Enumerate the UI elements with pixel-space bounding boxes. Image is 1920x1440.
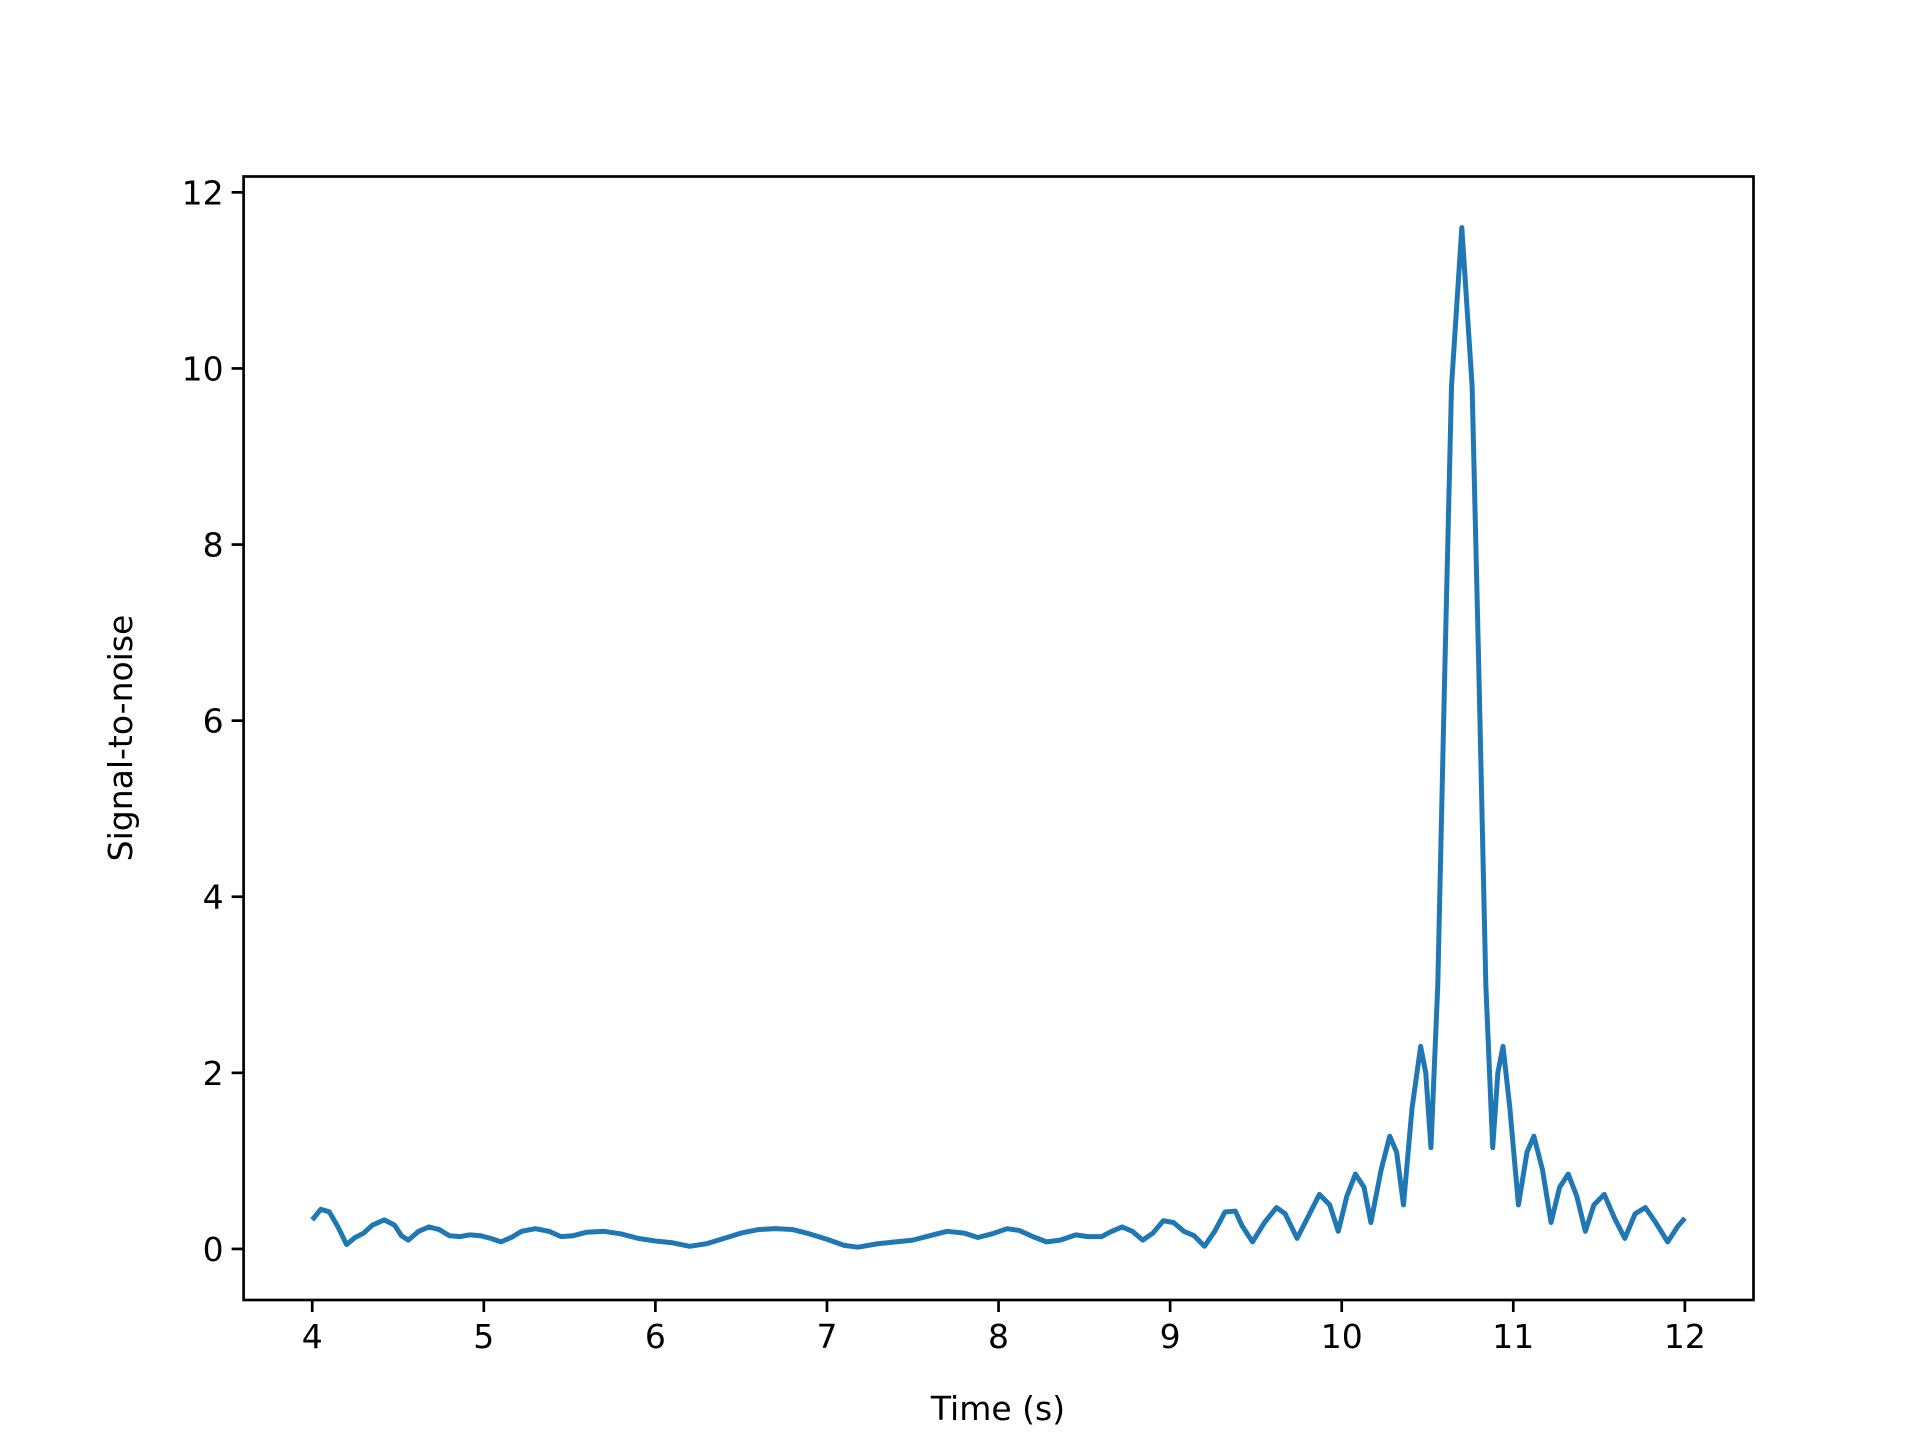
x-tick-label: 7 — [816, 1317, 837, 1356]
y-tick-label: 8 — [203, 526, 224, 565]
y-tick-label: 4 — [203, 878, 224, 917]
x-tick-label: 6 — [645, 1317, 666, 1356]
x-tick-label: 9 — [1160, 1317, 1181, 1356]
y-tick-label: 2 — [203, 1054, 224, 1093]
x-tick-label: 12 — [1664, 1317, 1706, 1356]
y-tick-label: 10 — [182, 349, 224, 388]
y-tick-label: 12 — [182, 173, 224, 212]
x-tick-label: 5 — [473, 1317, 494, 1356]
plot-frame — [242, 175, 1755, 1302]
x-tick-label: 4 — [302, 1317, 323, 1356]
x-axis-label: Time (s) — [930, 1389, 1065, 1428]
data-line — [310, 225, 1687, 1250]
y-tick-label: 0 — [203, 1230, 224, 1269]
x-tick-label: 8 — [988, 1317, 1009, 1356]
x-tick-label: 10 — [1321, 1317, 1363, 1356]
y-axis-label: Signal-to-noise — [101, 615, 140, 862]
y-tick-label: 6 — [203, 702, 224, 741]
x-tick-label: 11 — [1492, 1317, 1534, 1356]
